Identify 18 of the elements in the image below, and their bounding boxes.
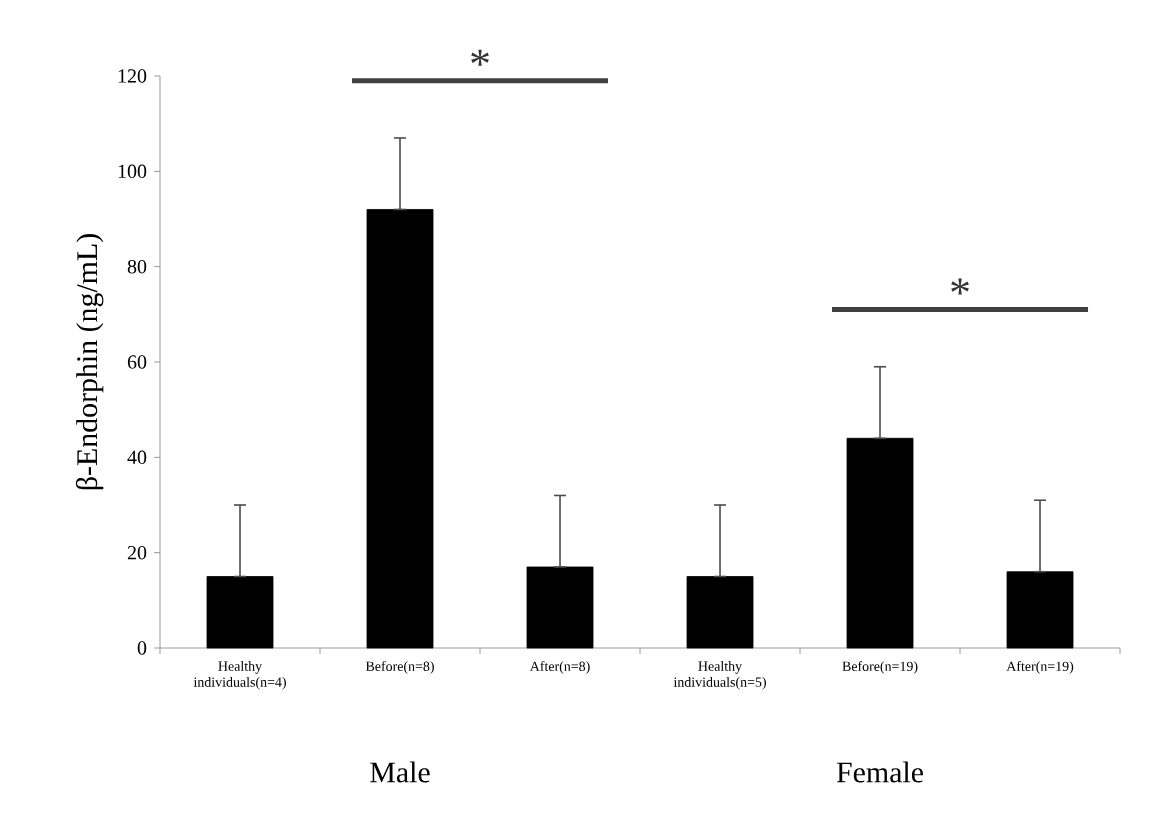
y-tick-label: 60 bbox=[127, 355, 147, 369]
y-tick-label: 100 bbox=[118, 164, 147, 179]
text: * bbox=[471, 49, 489, 66]
text: Female bbox=[836, 761, 923, 783]
y-tick-label: 20 bbox=[127, 545, 147, 560]
y-axis-title: β-Endorphin (ng/mL) bbox=[75, 234, 104, 490]
y-tick-label: 80 bbox=[127, 259, 147, 274]
bar bbox=[846, 437, 914, 649]
y-tick-label: 40 bbox=[127, 450, 147, 465]
text: Male bbox=[370, 761, 430, 783]
y-tick-label: 120 bbox=[118, 69, 147, 83]
bar bbox=[686, 576, 754, 649]
bar bbox=[366, 209, 434, 649]
bar bbox=[1006, 571, 1074, 649]
y-tick-label: 0 bbox=[137, 641, 147, 655]
annotation: * bbox=[951, 278, 969, 295]
bar bbox=[206, 576, 274, 649]
bar bbox=[526, 566, 594, 649]
